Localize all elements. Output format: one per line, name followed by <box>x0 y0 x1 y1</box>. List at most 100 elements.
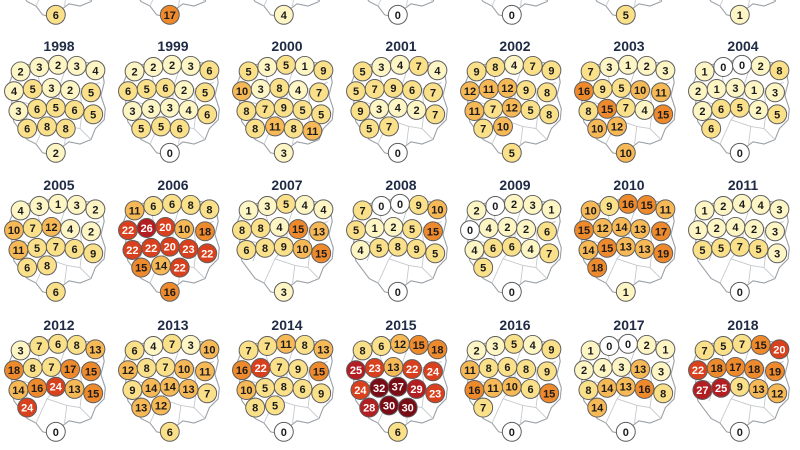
region-count-label: 12 <box>501 83 513 95</box>
region-count-circle <box>748 378 769 399</box>
region-count-label: 14 <box>615 222 628 234</box>
region-count-circle <box>311 383 332 404</box>
region-count-circle <box>406 99 427 120</box>
region-count-label: 1 <box>625 60 631 72</box>
region-count-label: 18 <box>711 363 723 375</box>
region-count-label: 24 <box>354 385 367 397</box>
region-count-circle <box>694 61 715 82</box>
region-count-label: 37 <box>392 382 404 394</box>
region-count-circle <box>501 4 522 25</box>
region-count-label: 15 <box>427 226 439 238</box>
region-count-label: 13 <box>317 344 329 356</box>
region-count-label: 22 <box>406 364 418 376</box>
region-count-label: 1 <box>695 225 701 237</box>
region-count-circle <box>85 339 106 360</box>
region-count-label: 15 <box>87 388 99 400</box>
region-count-label: 22 <box>122 225 134 237</box>
region-count-label: 0 <box>395 148 401 160</box>
region-count-circle <box>159 4 180 25</box>
region-count-label: 6 <box>206 65 212 77</box>
region-count-label: 12 <box>506 103 518 115</box>
region-count-circle <box>473 397 494 418</box>
region-count-label: 5 <box>299 105 305 117</box>
region-count-circle <box>359 118 380 139</box>
year-label: 2000 <box>271 38 303 54</box>
region-count-label: 22 <box>126 245 138 257</box>
region-count-label: 15 <box>85 366 97 378</box>
region-count-label: 10 <box>240 385 252 397</box>
region-count-label: 8 <box>395 242 401 254</box>
region-map: 265 <box>595 0 663 25</box>
region-map: 5 3 4 7 45 7 9 6 79 3 4 2 75 70 <box>346 54 448 163</box>
region-count-circle <box>273 421 294 442</box>
region-count-label: 3 <box>148 104 154 116</box>
region-count-circle <box>159 281 180 302</box>
region-count-circle <box>60 80 81 101</box>
region-count-circle <box>769 199 790 220</box>
region-count-label: 12 <box>394 339 406 351</box>
region-count-circle <box>501 281 522 302</box>
region-count-label: 9 <box>600 84 606 96</box>
region-count-circle <box>607 116 627 137</box>
region-count-label: 2 <box>644 61 650 73</box>
region-count-label: 8 <box>258 223 264 235</box>
region-count-label: 24 <box>21 403 34 415</box>
region-count-circle <box>580 200 601 221</box>
region-count-circle <box>729 421 750 442</box>
region-count-label: 11 <box>464 365 476 377</box>
region-count-label: 7 <box>739 339 745 351</box>
region-count-label: 22 <box>145 243 157 255</box>
region-count-label: 9 <box>129 385 135 397</box>
region-count-circle <box>238 200 259 221</box>
region-count-label: 8 <box>63 124 69 136</box>
region-count-circle <box>516 219 537 240</box>
region-count-circle <box>37 255 57 276</box>
region-count-label: 3 <box>74 61 80 73</box>
region-count-label: 5 <box>720 341 726 353</box>
region-count-circle <box>174 80 195 101</box>
region-count-circle <box>636 55 657 76</box>
region-count-label: 8 <box>74 340 80 352</box>
region-count-label: 5 <box>527 105 533 117</box>
region-count-label: 7 <box>264 341 270 353</box>
region-count-label: 2 <box>581 365 587 377</box>
region-count-circle <box>651 221 671 242</box>
region-count-label: 10 <box>236 86 248 98</box>
region-count-label: 0 <box>467 225 473 237</box>
region-count-label: 10 <box>620 148 632 160</box>
region-count-label: 9 <box>413 244 419 256</box>
region-count-circle <box>587 397 608 418</box>
region-count-label: 8 <box>544 87 550 99</box>
region-count-label: 8 <box>302 340 308 352</box>
region-count-label: 4 <box>530 340 537 352</box>
region-count-label: 15 <box>601 104 613 116</box>
region-count-label: 4 <box>395 103 402 115</box>
region-count-circle <box>169 257 190 278</box>
region-count-label: 8 <box>30 363 36 375</box>
region-count-label: 25 <box>350 365 362 377</box>
region-count-circle <box>516 359 537 380</box>
region-count-circle <box>701 118 722 139</box>
region-count-label: 7 <box>262 104 268 116</box>
year-label: 2005 <box>43 177 75 193</box>
region-count-label: 6 <box>177 124 183 136</box>
region-count-circle <box>541 339 562 360</box>
region-count-label: 0 <box>739 60 745 72</box>
region-count-label: 22 <box>201 248 213 260</box>
region-count-circle <box>387 281 408 302</box>
region-count-label: 3 <box>15 106 21 118</box>
region-count-circle <box>522 194 543 215</box>
region-count-label: 3 <box>188 340 194 352</box>
region-count-label: 13 <box>620 242 632 254</box>
region-count-circle <box>131 118 152 139</box>
region-border <box>178 405 182 424</box>
region-count-label: 2 <box>150 62 156 74</box>
region-count-circle <box>580 340 601 361</box>
region-count-label: 15 <box>641 200 653 212</box>
region-count-label: 8 <box>291 124 297 136</box>
region-count-label: 7 <box>416 61 422 73</box>
region-count-label: 3 <box>48 83 54 95</box>
